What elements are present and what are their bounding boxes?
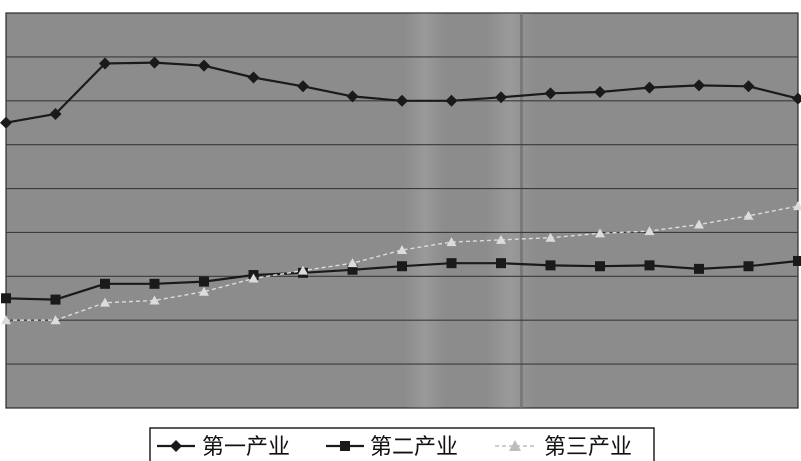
series-1-point <box>148 56 161 69</box>
series-1-point <box>792 92 801 105</box>
series-2-point <box>694 263 704 274</box>
series-2-point <box>496 258 506 269</box>
legend-label-1: 第一产业 <box>202 435 290 460</box>
series-1-point <box>544 87 557 100</box>
legend-square-marker <box>340 441 350 451</box>
series-2-point <box>149 278 160 289</box>
series-2-point <box>644 260 655 271</box>
series-1-point <box>0 116 12 129</box>
series-1-point <box>594 86 606 98</box>
series-3-point <box>347 258 358 268</box>
series-1-point <box>693 79 705 92</box>
series-1-point <box>247 71 260 84</box>
plot-area <box>5 12 799 409</box>
series-3-point <box>595 228 605 238</box>
series-1-point <box>99 57 111 70</box>
series-3-point <box>199 286 209 296</box>
legend-diamond-marker <box>170 440 182 452</box>
series-1-point <box>198 59 210 72</box>
series-2-point <box>793 255 801 266</box>
series-3-point <box>397 245 407 254</box>
series-2-point <box>100 278 110 289</box>
legend-triangle-marker <box>509 440 521 451</box>
legend-label-2: 第二产业 <box>370 435 458 460</box>
series-3-point <box>694 219 704 229</box>
series-2-point <box>743 261 754 272</box>
series-3-point <box>248 273 259 283</box>
series-1-point <box>495 91 507 104</box>
series-1-point <box>396 94 408 107</box>
gridlines <box>6 56 798 365</box>
series-1-point <box>643 81 656 94</box>
series-2-point <box>446 258 457 269</box>
plot-texture <box>405 13 535 408</box>
series-3-point <box>644 226 655 236</box>
series-3-point <box>446 237 457 247</box>
series-3-point <box>1 315 11 325</box>
series-3-point <box>100 297 110 307</box>
series-3-point <box>793 201 801 211</box>
series-1-point <box>445 94 458 107</box>
series-2-point <box>595 261 605 272</box>
series-1-point <box>49 107 62 120</box>
series-3-point <box>50 315 61 325</box>
series-3-point <box>496 234 506 244</box>
legend-box <box>149 427 655 461</box>
series-line-3 <box>6 205 799 321</box>
legend: 第一产业 第二产业 第三产业 <box>149 427 655 461</box>
series-3-point <box>545 232 556 242</box>
series-2-point <box>545 260 556 271</box>
series-2-point <box>397 261 407 272</box>
series-3-point <box>743 210 754 220</box>
series-1-point <box>346 90 359 103</box>
series-1-point <box>297 80 309 93</box>
series-3-point <box>149 295 160 305</box>
series-1-point <box>742 80 755 93</box>
legend-label-3: 第三产业 <box>544 435 632 460</box>
series-2-point <box>199 276 209 287</box>
series-2-point <box>1 293 11 304</box>
series-group <box>0 56 801 325</box>
series-2-point <box>347 264 358 275</box>
series-2-point <box>50 294 61 305</box>
series-3-point <box>298 265 308 275</box>
